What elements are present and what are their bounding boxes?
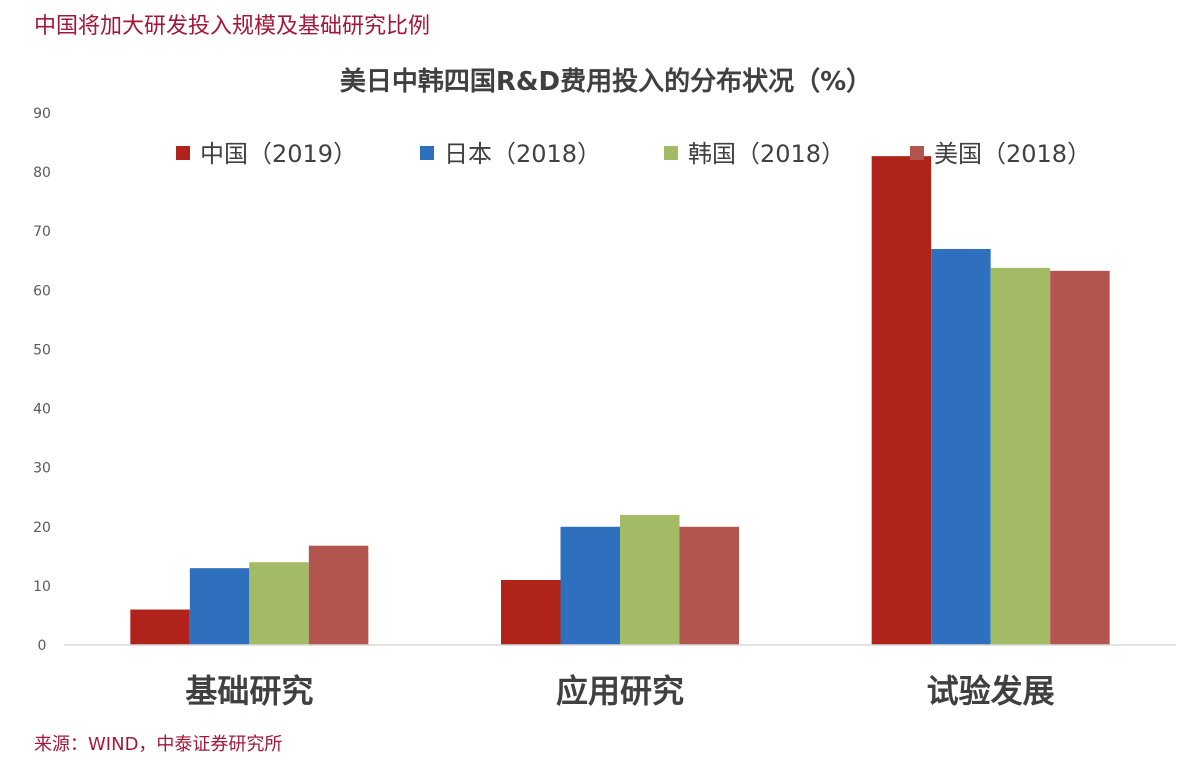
x-axis-labels: 基础研究 应用研究 试验发展 xyxy=(185,672,1054,710)
legend-swatch xyxy=(664,146,678,160)
y-tick-label: 60 xyxy=(33,283,51,299)
bar xyxy=(130,609,190,645)
bar xyxy=(990,267,1051,645)
bar xyxy=(679,526,739,645)
bar xyxy=(931,248,991,645)
y-tick-label: 90 xyxy=(33,106,51,122)
y-tick-label: 40 xyxy=(33,402,51,418)
y-tick-label: 0 xyxy=(38,638,47,654)
legend-swatch xyxy=(910,146,924,160)
x-tick-label: 基础研究 xyxy=(185,672,313,710)
bar xyxy=(871,156,932,645)
legend-label: 美国（2018） xyxy=(934,140,1091,168)
bar-group xyxy=(130,156,1110,645)
y-tick-label: 50 xyxy=(33,342,51,358)
y-tick-label: 10 xyxy=(33,579,51,595)
x-tick-label: 应用研究 xyxy=(556,672,684,710)
bar xyxy=(560,526,620,645)
legend-label: 日本（2018） xyxy=(444,140,601,168)
legend-label: 中国（2019） xyxy=(200,140,357,168)
bar xyxy=(620,514,680,645)
source-note: 来源：WIND，中泰证券研究所 xyxy=(34,734,283,755)
y-tick-label: 20 xyxy=(33,520,51,536)
bar xyxy=(249,562,309,645)
legend-swatch xyxy=(420,146,434,160)
y-tick-label: 80 xyxy=(33,165,51,181)
y-axis-ticks: 0 10 20 30 40 50 60 70 80 90 xyxy=(33,106,51,654)
legend-swatch xyxy=(176,146,190,160)
chart-title: 美日中韩四国R&D费用投入的分布状况（%） xyxy=(340,66,872,97)
y-tick-label: 70 xyxy=(33,224,51,240)
bar xyxy=(308,545,369,645)
bar xyxy=(1050,270,1110,645)
x-tick-label: 试验发展 xyxy=(927,672,1055,710)
legend-label: 韩国（2018） xyxy=(688,140,845,168)
legend: 中国（2019） 日本（2018） 韩国（2018） 美国（2018） xyxy=(176,140,1091,168)
page-heading: 中国将加大研发投入规模及基础研究比例 xyxy=(34,14,431,39)
y-tick-label: 30 xyxy=(33,461,51,477)
bar xyxy=(501,579,561,645)
bar xyxy=(189,568,250,645)
